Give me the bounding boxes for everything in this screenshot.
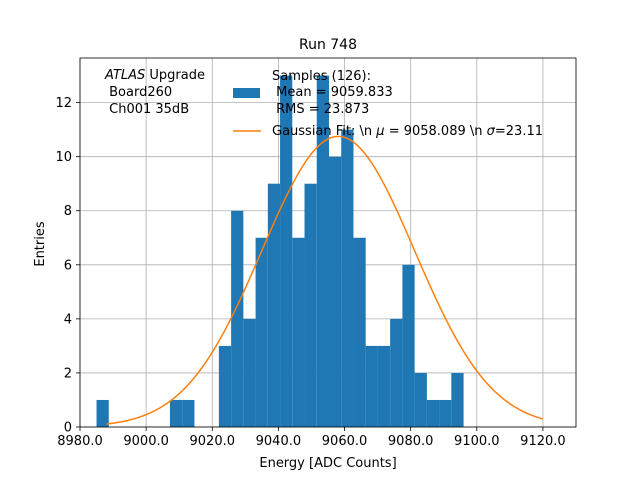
- legend: Samples (126): Mean = 9059.833 RMS = 23.…: [233, 69, 543, 139]
- histogram-bar: [280, 75, 293, 428]
- histogram-bar: [182, 399, 195, 427]
- histogram-bar: [292, 237, 305, 427]
- legend-hist-label-3: RMS = 23.873: [272, 102, 369, 117]
- annotation-channel: Ch001 35dB: [105, 102, 189, 117]
- ticks: 8980.0 9000.0 9020.0 9040.0 9060.0 9080.0 9100…: [55, 96, 565, 449]
- legend-hist-label-2: Mean = 9059.833: [272, 85, 393, 100]
- histogram-bar: [304, 183, 317, 427]
- annotation-box: ATLAS Upgrade Board260 Ch001 35dB: [104, 68, 205, 117]
- y-tick-label: 4: [64, 312, 72, 327]
- x-tick-label: 8980.0: [57, 434, 103, 449]
- gaussian-fit: [106, 135, 544, 425]
- legend-hist-label-1: Samples (126):: [272, 69, 371, 84]
- y-tick-label: 12: [55, 96, 72, 111]
- x-tick-label: 9100.0: [454, 434, 500, 449]
- x-tick-label: 9080.0: [388, 434, 434, 449]
- annotation-board: Board260: [105, 85, 172, 100]
- histogram-bar: [255, 237, 268, 427]
- histogram-bar: [390, 318, 403, 427]
- x-tick-label: 9120.0: [520, 434, 566, 449]
- fit-curve: [106, 135, 544, 425]
- histogram-bar: [414, 372, 427, 427]
- histogram-bar: [451, 372, 464, 427]
- histogram-bar: [353, 237, 366, 427]
- histogram-bar: [218, 345, 232, 427]
- legend-fit-label: Gaussian Fit: \n μ = 9058.089 \n σ=23.11: [272, 124, 543, 139]
- y-tick-label: 2: [64, 366, 72, 381]
- histogram-bars: [96, 75, 464, 428]
- histogram-bar: [328, 156, 342, 427]
- y-tick-label: 6: [64, 258, 72, 273]
- histogram-bar: [402, 264, 415, 427]
- x-tick-label: 9060.0: [322, 434, 368, 449]
- annotation-upgrade: Upgrade: [145, 68, 205, 83]
- x-tick-label: 9040.0: [256, 434, 302, 449]
- histogram-bar: [439, 399, 452, 427]
- y-tick-label: 10: [55, 150, 72, 165]
- y-axis-label: Entries: [33, 221, 48, 267]
- plot-frame: [79, 57, 577, 428]
- histogram-bar: [231, 210, 244, 427]
- histogram-bar: [341, 129, 354, 427]
- axes: [79, 57, 577, 428]
- legend-hist-swatch: [233, 88, 260, 98]
- histogram-bar: [316, 75, 329, 428]
- chart-title: Run 748: [299, 37, 357, 53]
- histogram-bar: [267, 183, 281, 427]
- x-tick-label: 9020.0: [190, 434, 236, 449]
- annotation-atlas: ATLAS: [104, 68, 145, 83]
- histogram-bar: [377, 345, 391, 427]
- histogram-bar: [365, 345, 378, 427]
- histogram-bar: [426, 399, 440, 427]
- svg-text:ATLAS Upgrade: ATLAS Upgrade: [104, 68, 205, 83]
- histogram-bar: [169, 399, 183, 427]
- y-tick-label: 8: [64, 204, 72, 219]
- x-tick-label: 9000.0: [123, 434, 169, 449]
- histogram-bar: [243, 318, 256, 427]
- x-axis-label: Energy [ADC Counts]: [259, 456, 396, 471]
- y-tick-label: 0: [64, 421, 72, 436]
- histogram-bar: [96, 399, 109, 427]
